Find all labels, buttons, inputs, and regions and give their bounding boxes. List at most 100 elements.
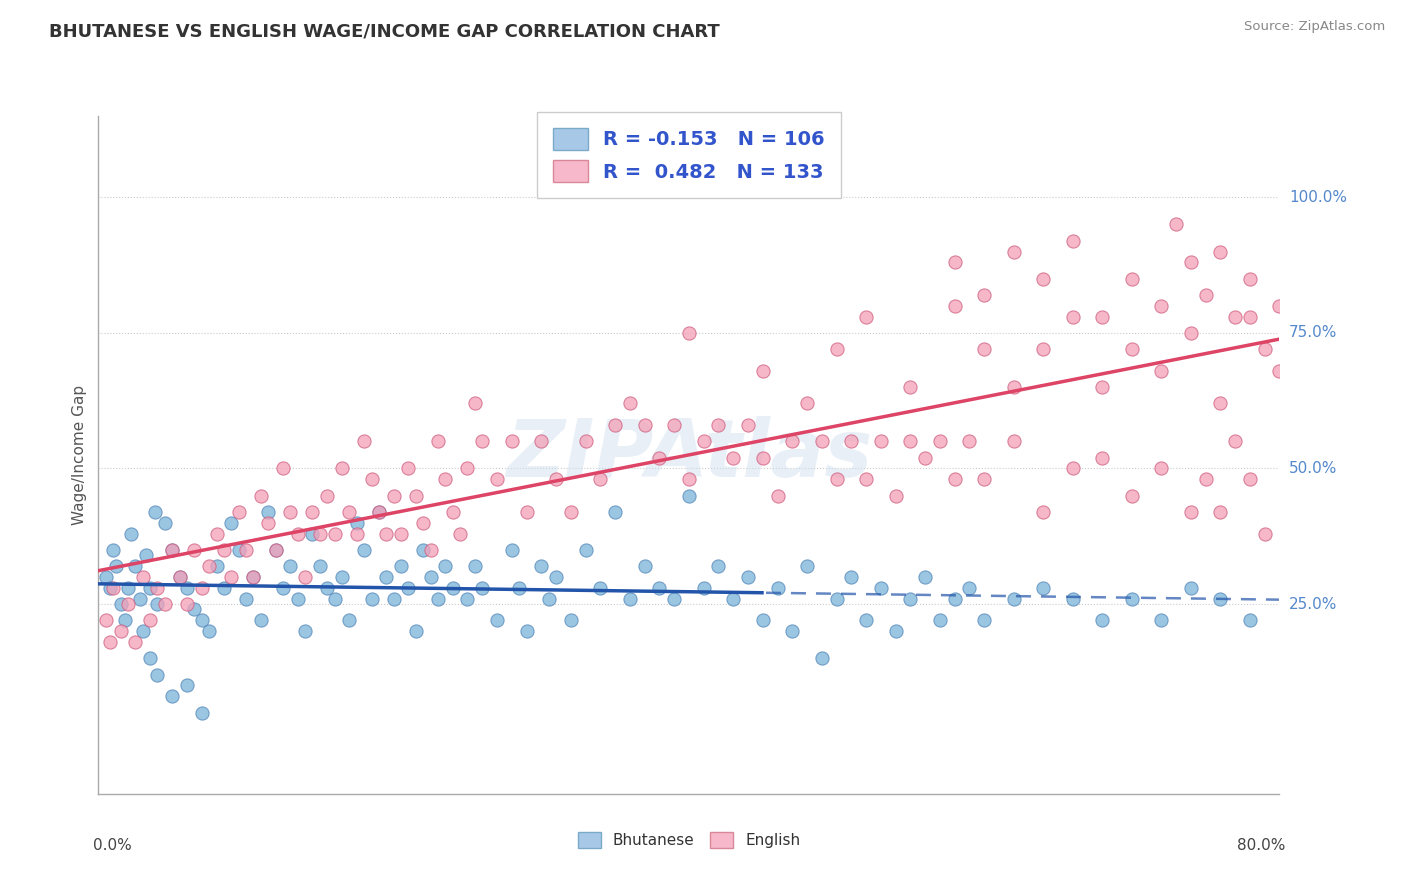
Point [1002, 591, 1025, 606]
Point [98, 581, 121, 595]
Point [339, 505, 361, 519]
Point [412, 542, 434, 557]
Point [737, 418, 759, 433]
Point [825, 342, 848, 356]
Point [1091, 310, 1114, 324]
Point [103, 542, 125, 557]
Point [1209, 591, 1232, 606]
Point [120, 526, 142, 541]
Point [1225, 310, 1247, 324]
Point [250, 489, 273, 503]
Point [1239, 613, 1261, 627]
Point [943, 299, 966, 313]
Point [153, 597, 176, 611]
Point [884, 489, 907, 503]
Point [139, 651, 162, 665]
Point [412, 516, 434, 530]
Point [537, 591, 560, 606]
Text: 75.0%: 75.0% [1289, 326, 1337, 341]
Point [870, 434, 893, 449]
Point [707, 559, 730, 574]
Point [589, 472, 612, 486]
Point [1121, 342, 1143, 356]
Point [309, 526, 332, 541]
Point [368, 505, 391, 519]
Point [914, 570, 936, 584]
Point [546, 472, 568, 486]
Point [900, 591, 922, 606]
Point [287, 591, 309, 606]
Point [501, 542, 523, 557]
Text: 80.0%: 80.0% [1237, 838, 1285, 853]
Point [405, 624, 427, 639]
Point [271, 581, 294, 595]
Point [176, 678, 198, 692]
Text: BHUTANESE VS ENGLISH WAGE/INCOME GAP CORRELATION CHART: BHUTANESE VS ENGLISH WAGE/INCOME GAP COR… [49, 22, 720, 40]
Point [110, 624, 132, 639]
Point [516, 624, 538, 639]
Point [191, 706, 214, 720]
Point [752, 364, 775, 378]
Point [1091, 613, 1114, 627]
Point [114, 613, 136, 627]
Point [825, 591, 848, 606]
Point [316, 489, 339, 503]
Point [198, 624, 221, 639]
Point [959, 581, 981, 595]
Point [176, 597, 198, 611]
Point [360, 591, 382, 606]
Point [575, 434, 598, 449]
Point [346, 516, 368, 530]
Point [441, 505, 464, 519]
Point [855, 310, 877, 324]
Point [973, 342, 995, 356]
Point [508, 581, 530, 595]
Point [128, 591, 150, 606]
Point [309, 559, 332, 574]
Point [634, 418, 657, 433]
Point [900, 380, 922, 394]
Point [1150, 364, 1173, 378]
Point [94, 613, 117, 627]
Point [929, 434, 952, 449]
Point [146, 581, 169, 595]
Point [1180, 505, 1202, 519]
Point [664, 418, 686, 433]
Point [1002, 244, 1025, 259]
Point [1254, 342, 1277, 356]
Point [264, 542, 287, 557]
Point [257, 505, 280, 519]
Point [973, 472, 995, 486]
Point [1268, 299, 1291, 313]
Point [198, 559, 221, 574]
Point [94, 570, 117, 584]
Point [449, 526, 471, 541]
Text: Source: ZipAtlas.com: Source: ZipAtlas.com [1244, 20, 1385, 33]
Point [264, 542, 287, 557]
Point [98, 635, 121, 649]
Point [434, 472, 457, 486]
Point [280, 505, 302, 519]
Point [143, 505, 166, 519]
Point [486, 613, 509, 627]
Point [796, 396, 818, 410]
Point [1150, 613, 1173, 627]
Point [191, 581, 214, 595]
Point [434, 559, 457, 574]
Point [301, 526, 323, 541]
Point [943, 472, 966, 486]
Point [398, 581, 420, 595]
Point [382, 489, 405, 503]
Point [678, 489, 700, 503]
Point [1166, 218, 1188, 232]
Point [1121, 591, 1143, 606]
Point [176, 581, 198, 595]
Point [723, 450, 745, 465]
Point [1121, 271, 1143, 285]
Point [1032, 505, 1054, 519]
Point [959, 434, 981, 449]
Point [900, 434, 922, 449]
Point [464, 396, 486, 410]
Point [316, 581, 339, 595]
Point [678, 326, 700, 340]
